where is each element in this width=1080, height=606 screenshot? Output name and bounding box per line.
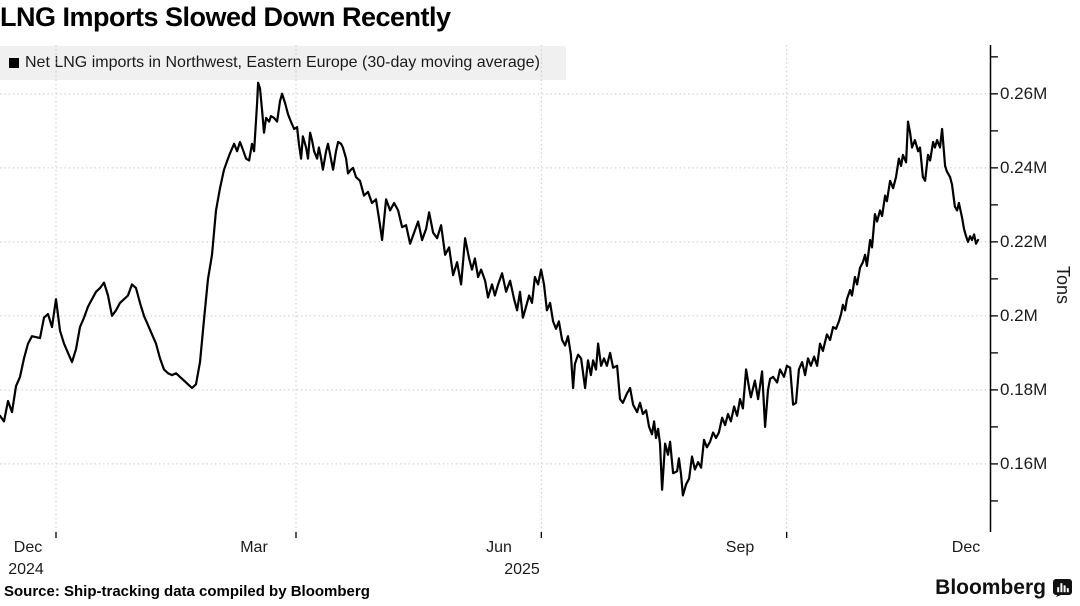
x-tick-label: Sep bbox=[725, 539, 755, 556]
bloomberg-branding: Bloomberg bbox=[935, 576, 1072, 600]
chart-title: LNG Imports Slowed Down Recently bbox=[0, 2, 451, 32]
lng-imports-line bbox=[0, 81, 980, 497]
y-tick-label: 0.16M bbox=[1000, 453, 1048, 473]
y-tick-label: 0.2M bbox=[1000, 305, 1038, 325]
legend: Net LNG imports in Northwest, Eastern Eu… bbox=[0, 46, 566, 80]
y-axis-title: Tons bbox=[1053, 266, 1073, 305]
y-tick-label: 0.24M bbox=[1000, 157, 1048, 177]
x-tick-label: Mar bbox=[240, 539, 268, 556]
bloomberg-logo-icon bbox=[1053, 579, 1072, 597]
x-tick-year-label: 2024 bbox=[8, 561, 44, 578]
x-tick-label: Dec bbox=[13, 539, 43, 556]
x-tick-label: Jun bbox=[486, 539, 512, 556]
x-tick-year-label: 2025 bbox=[504, 561, 540, 578]
source-note: Source: Ship-tracking data compiled by B… bbox=[4, 583, 370, 600]
y-tick-label: 0.22M bbox=[1000, 231, 1048, 251]
y-tick-label: 0.18M bbox=[1000, 379, 1048, 399]
bloomberg-wordmark: Bloomberg bbox=[935, 576, 1046, 599]
legend-swatch bbox=[9, 58, 19, 68]
x-tick-label: Dec bbox=[951, 539, 981, 556]
y-tick-label: 0.26M bbox=[1000, 83, 1048, 103]
legend-label: Net LNG imports in Northwest, Eastern Eu… bbox=[25, 54, 540, 71]
